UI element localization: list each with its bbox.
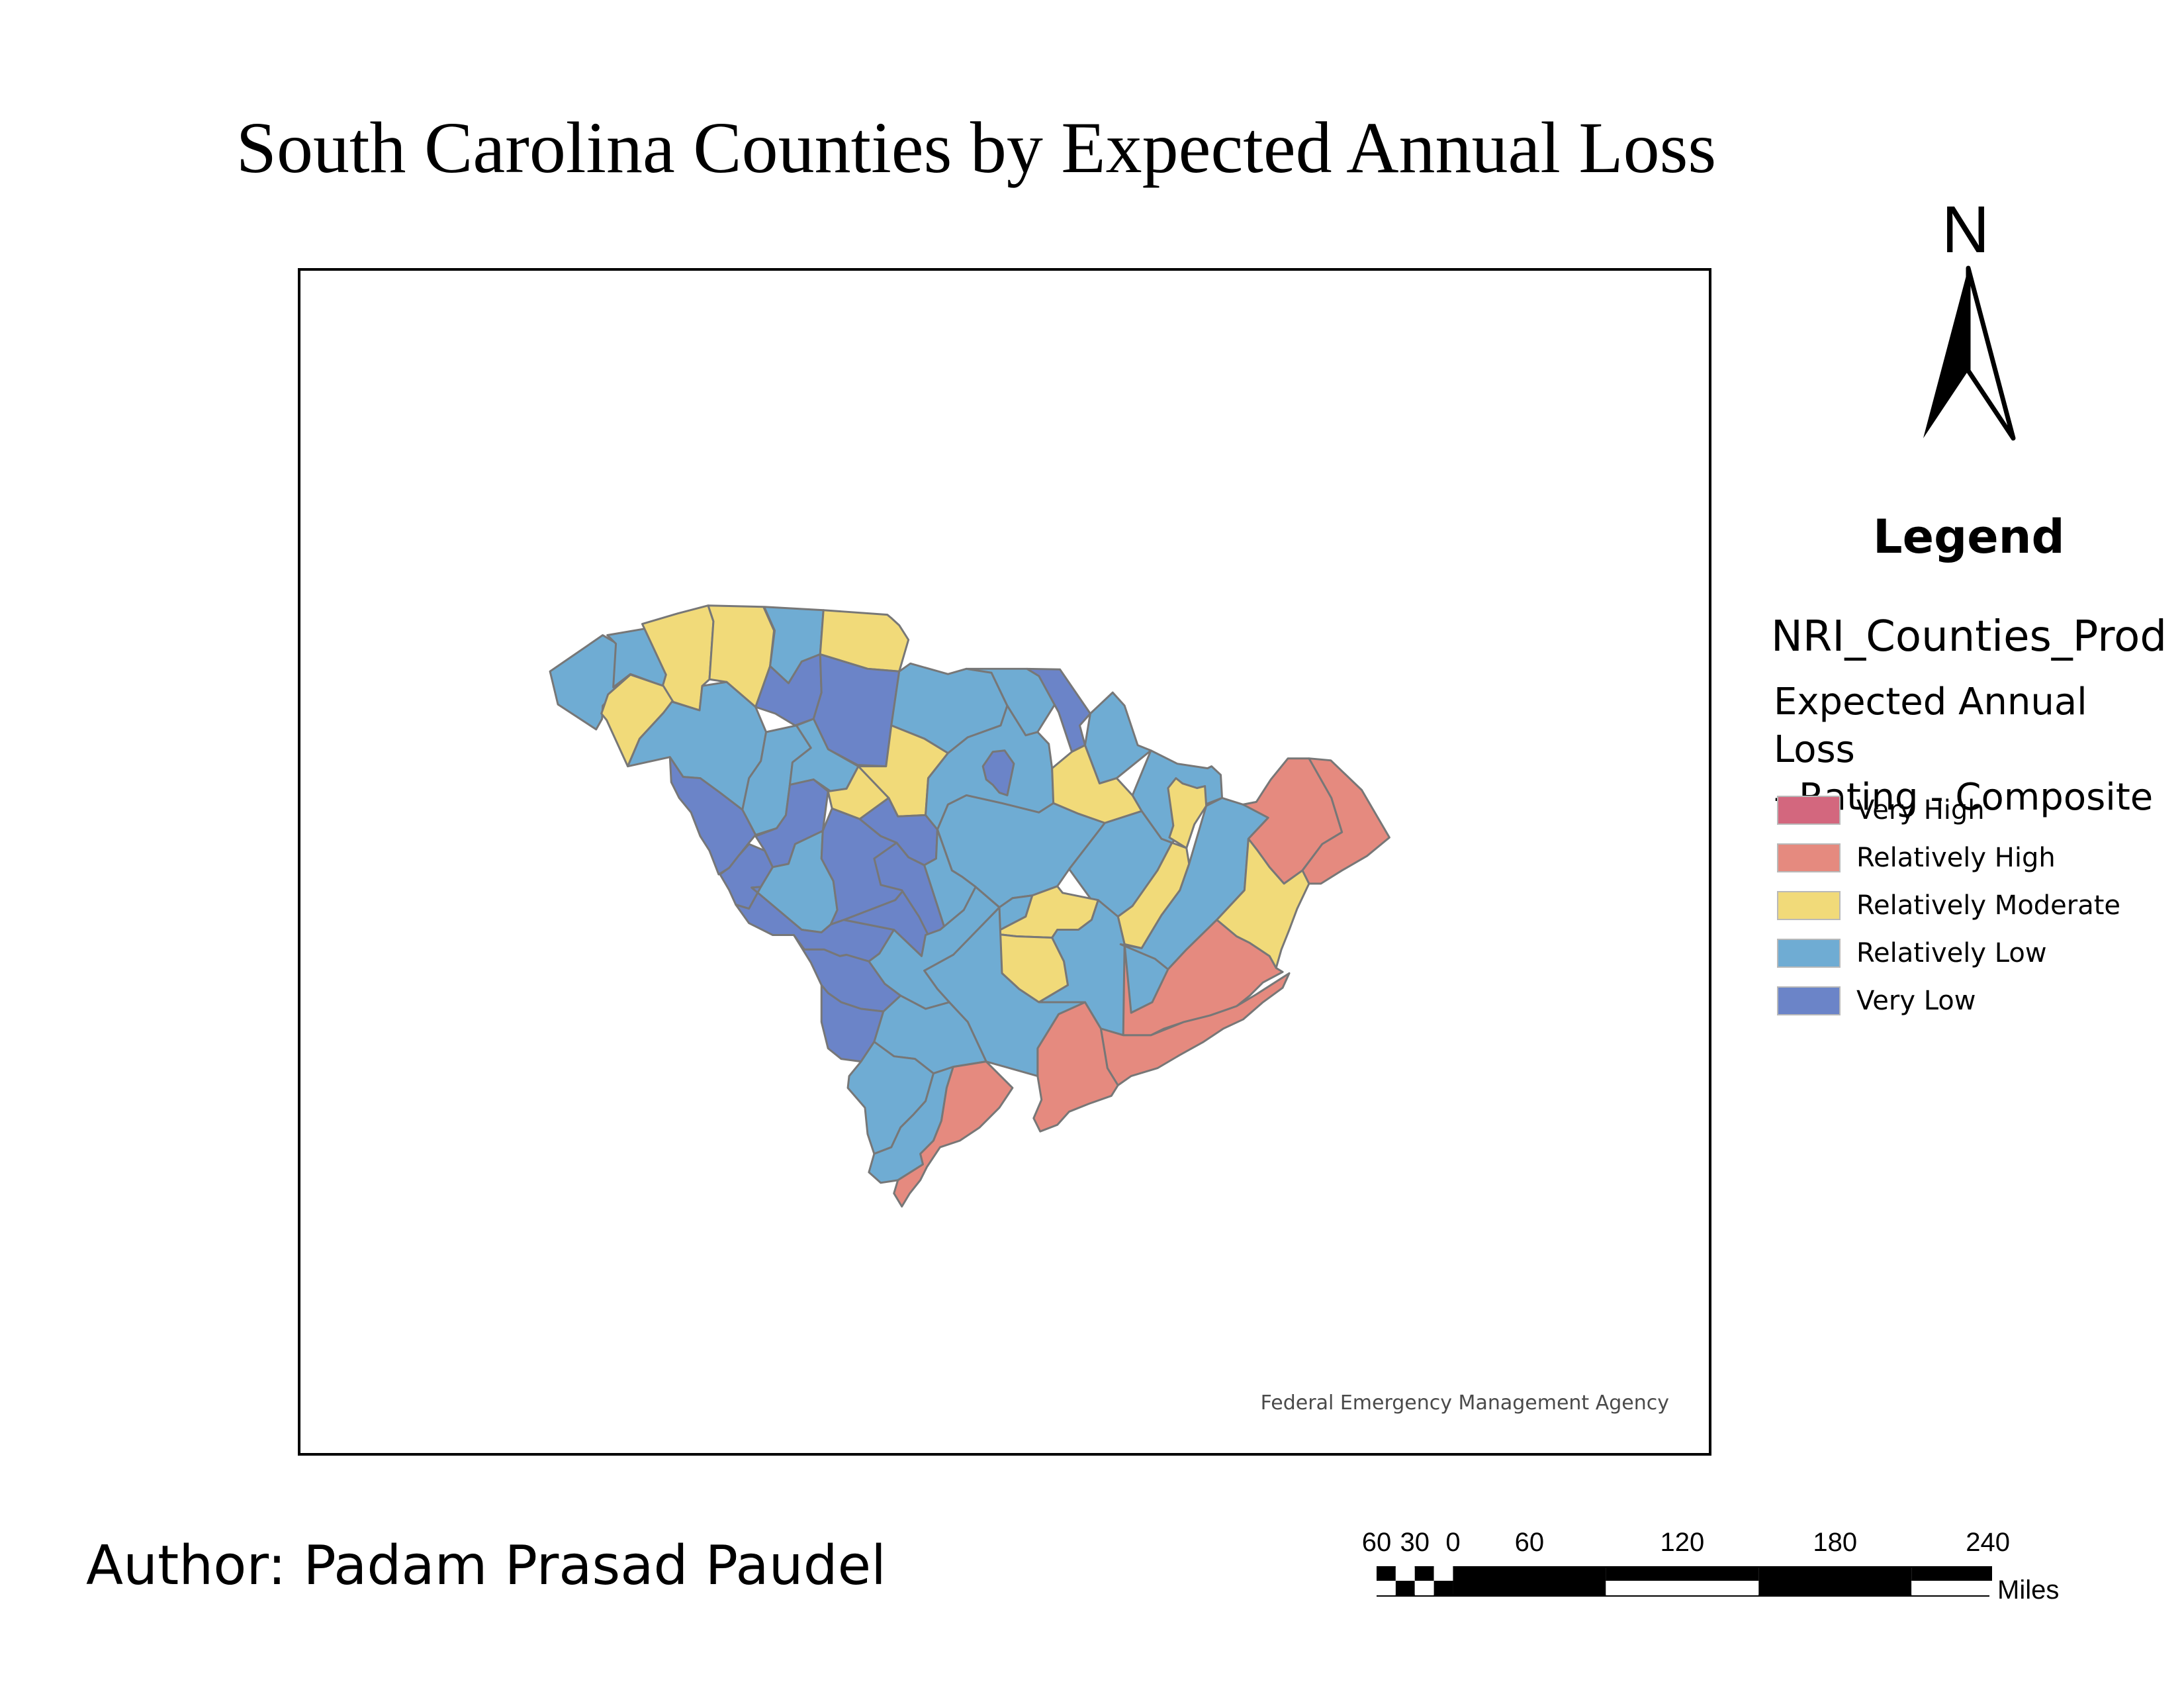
county-polygon[interactable] bbox=[549, 634, 619, 731]
legend-class-item: Very Low bbox=[1777, 977, 2120, 1025]
legend-class-label: Very High bbox=[1856, 795, 1985, 825]
county-polygon[interactable] bbox=[981, 749, 1015, 796]
scale-segment bbox=[1414, 1581, 1434, 1595]
scale-segment bbox=[1377, 1566, 1396, 1581]
legend-class-item: Relatively High bbox=[1777, 834, 2120, 882]
county-polygon[interactable] bbox=[1301, 757, 1390, 885]
legend-class-label: Relatively Low bbox=[1856, 938, 2047, 968]
legend-class-item: Very High bbox=[1777, 786, 2120, 834]
scale-segment bbox=[1395, 1566, 1415, 1581]
scale-units: Miles bbox=[1997, 1575, 2060, 1605]
map-frame[interactable]: Federal Emergency Management Agency bbox=[298, 268, 1711, 1456]
legend-swatch bbox=[1777, 939, 1841, 968]
county-polygon[interactable] bbox=[893, 1060, 1014, 1208]
legend-swatch bbox=[1777, 986, 1841, 1015]
legend-swatch bbox=[1777, 843, 1841, 872]
legend-class-label: Relatively High bbox=[1856, 843, 2056, 873]
legend-layer-name: NRI_Counties_Prod bbox=[1771, 612, 2167, 661]
scale-segment bbox=[1433, 1581, 1453, 1595]
north-letter: N bbox=[1941, 193, 1990, 267]
legend-swatch bbox=[1777, 796, 1841, 825]
scale-segment bbox=[1606, 1581, 1759, 1595]
scale-bar: 60 30 0 60 120 180 240 Miles bbox=[1362, 1523, 2085, 1615]
map-title: South Carolina Counties by Expected Annu… bbox=[236, 107, 1717, 188]
county-polygon[interactable] bbox=[1032, 1001, 1119, 1133]
legend-classes: Very High Relatively High Relatively Moder… bbox=[1777, 786, 2120, 1025]
scale-segment bbox=[1758, 1566, 1912, 1581]
legend-swatch bbox=[1777, 891, 1841, 920]
scale-tick-label: 60 bbox=[1361, 1528, 1392, 1557]
scale-segment bbox=[1606, 1566, 1759, 1581]
south-carolina-map[interactable] bbox=[300, 271, 1709, 1453]
scale-tick-label: 30 bbox=[1400, 1528, 1430, 1557]
scale-segment bbox=[1758, 1581, 1912, 1595]
north-arrow: N bbox=[1899, 192, 2032, 444]
scale-segment bbox=[1414, 1566, 1434, 1581]
legend-class-item: Relatively Moderate bbox=[1777, 882, 2120, 929]
scale-segment bbox=[1377, 1581, 1396, 1595]
scale-tick-label: 180 bbox=[1813, 1528, 1858, 1557]
legend-field-line-1: Expected Annual Loss bbox=[1774, 680, 2087, 771]
legend-heading: Legend bbox=[1873, 510, 2065, 564]
legend-class-label: Very Low bbox=[1856, 986, 1976, 1016]
scale-segment bbox=[1453, 1566, 1606, 1581]
legend-class-label: Relatively Moderate bbox=[1856, 890, 2121, 921]
author-credit: Author: Padam Prasad Paudel bbox=[86, 1534, 886, 1597]
map-credit: Federal Emergency Management Agency bbox=[1260, 1391, 1669, 1415]
scale-segment bbox=[1433, 1566, 1453, 1581]
scale-bar-graphic bbox=[1377, 1566, 1992, 1597]
scale-tick-label: 60 bbox=[1514, 1528, 1545, 1557]
scale-segment bbox=[1911, 1566, 1992, 1581]
north-arrow-icon bbox=[1923, 265, 2016, 441]
scale-segment bbox=[1395, 1581, 1415, 1595]
scale-tick-label: 0 bbox=[1445, 1528, 1461, 1557]
scale-tick-label: 120 bbox=[1660, 1528, 1705, 1557]
legend-class-item: Relatively Low bbox=[1777, 929, 2120, 977]
scale-tick-label: 240 bbox=[1966, 1528, 2011, 1557]
county-polygon[interactable] bbox=[1099, 972, 1291, 1086]
scale-segment bbox=[1453, 1581, 1606, 1595]
scale-segment bbox=[1911, 1581, 1992, 1595]
